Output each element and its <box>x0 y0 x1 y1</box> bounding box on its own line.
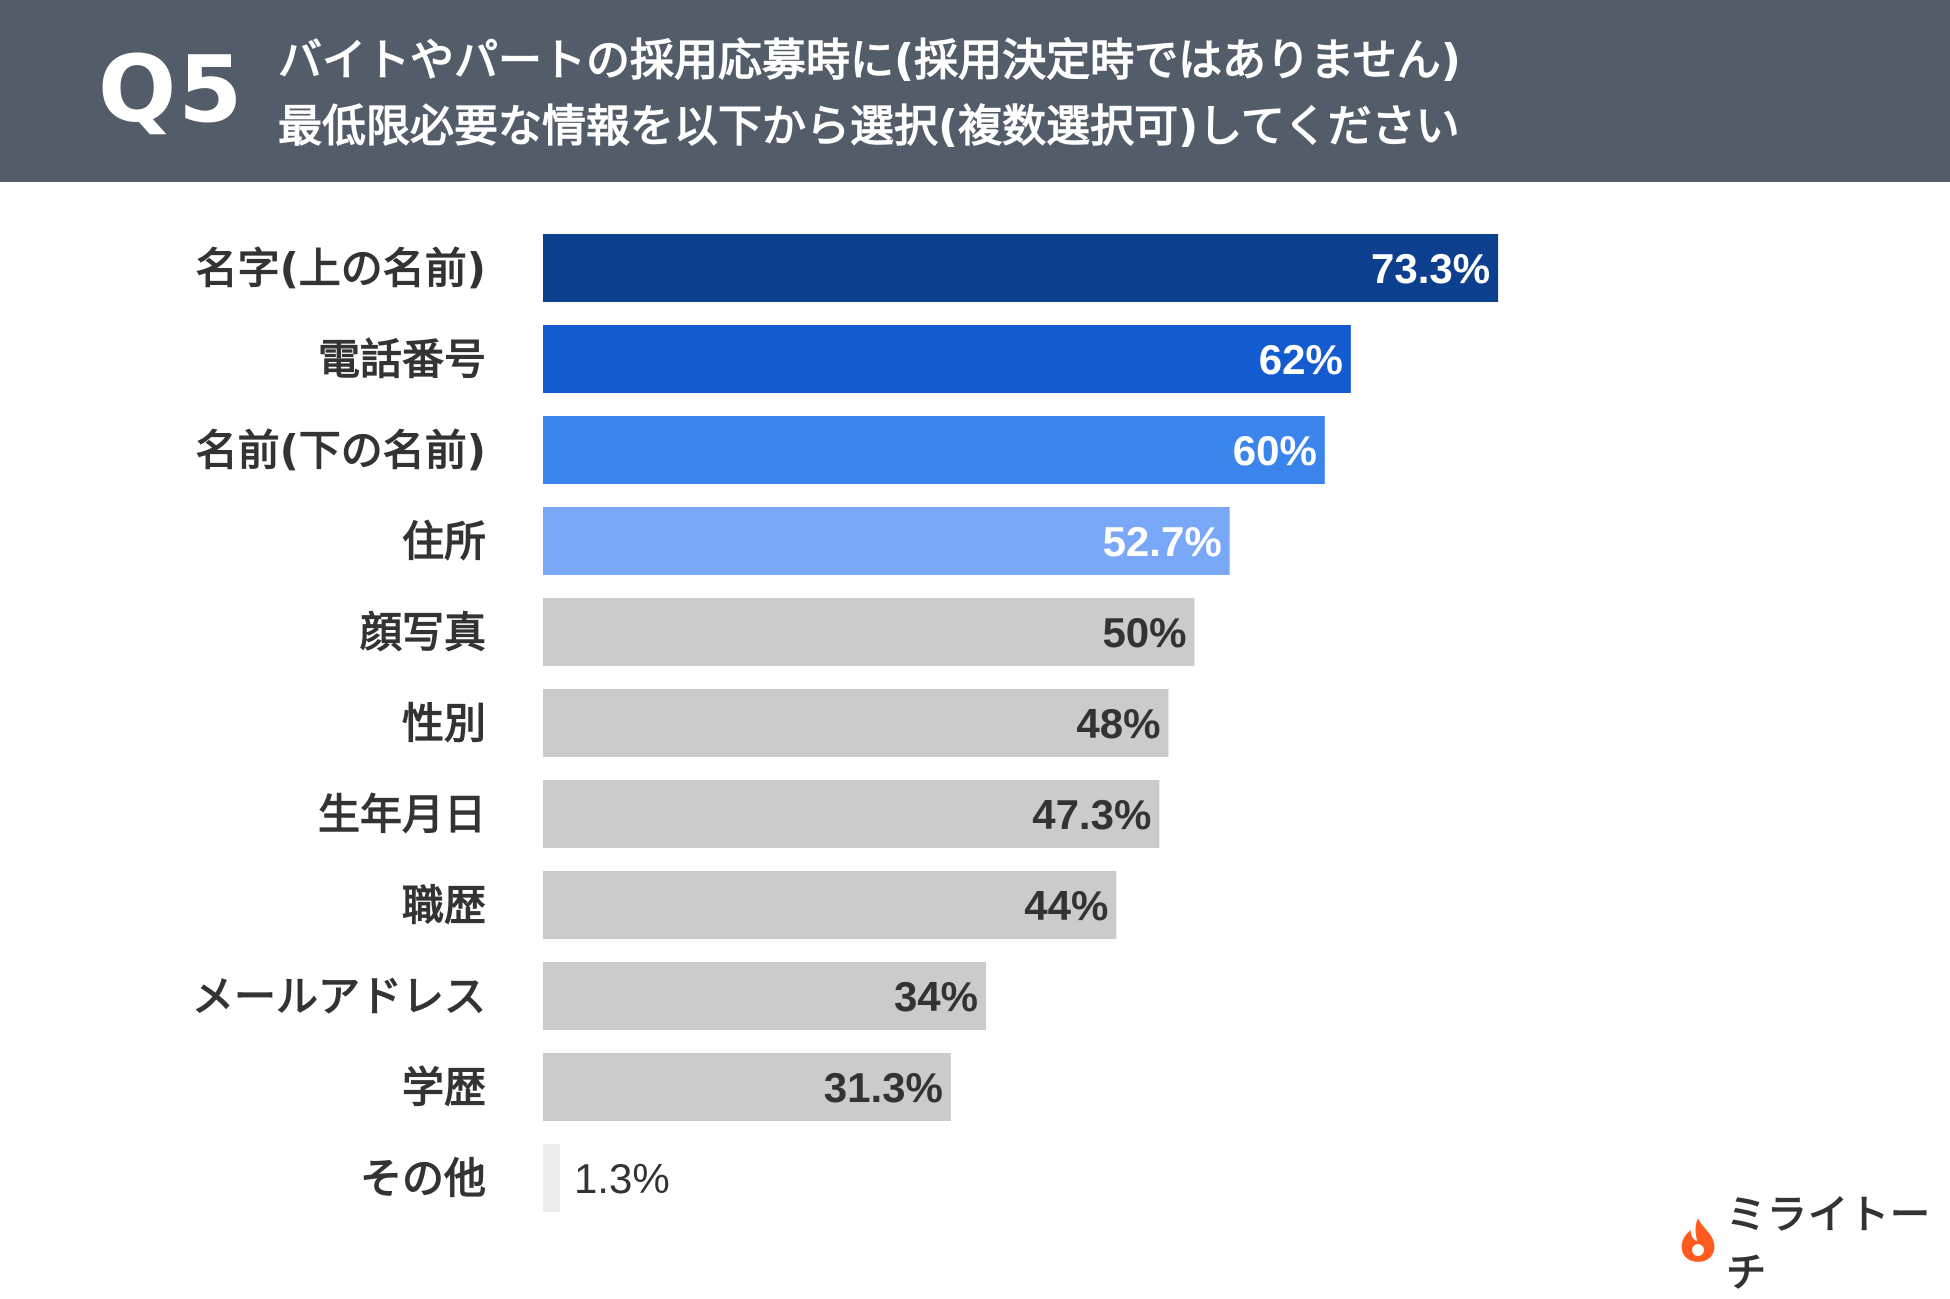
bar-9 <box>543 962 987 1030</box>
value-label-7: 47.3% <box>1032 791 1151 838</box>
bar-11 <box>543 1144 560 1212</box>
bar-6 <box>543 689 1169 757</box>
question-header: Q5 バイトやパートの採用応募時に(採用決定時ではありません) 最低限必要な情報… <box>0 0 1950 182</box>
value-label-9: 34% <box>894 973 978 1020</box>
question-line-1: バイトやパートの採用応募時に(採用決定時ではありません) <box>278 35 1461 86</box>
question-line-2: 最低限必要な情報を以下から選択(複数選択可)してください <box>278 101 1460 152</box>
value-label-8: 44% <box>1024 882 1108 929</box>
bar-8 <box>543 871 1117 939</box>
category-label-1: 名字(上の名前) <box>196 244 486 293</box>
value-label-2: 62% <box>1259 336 1343 383</box>
bar-10 <box>543 1053 951 1121</box>
category-label-2: 電話番号 <box>318 335 486 384</box>
bar-5 <box>543 598 1195 666</box>
bar-1 <box>543 234 1499 302</box>
bar-2 <box>543 325 1351 393</box>
bar-3 <box>543 416 1325 484</box>
category-label-4: 住所 <box>402 517 486 566</box>
category-label-6: 性別 <box>402 699 486 748</box>
bar-4 <box>543 507 1230 575</box>
value-label-4: 52.7% <box>1103 518 1222 565</box>
category-label-8: 職歴 <box>402 881 486 930</box>
value-label-11: 1.3% <box>574 1155 670 1202</box>
category-label-9: メールアドレス <box>192 972 486 1021</box>
brand-name: ミライトーチ <box>1726 1192 1932 1296</box>
flame-icon <box>1681 1218 1715 1262</box>
category-label-5: 顔写真 <box>360 608 486 657</box>
value-label-3: 60% <box>1233 427 1317 474</box>
category-label-11: その他 <box>360 1154 486 1203</box>
question-text: バイトやパートの採用応募時に(採用決定時ではありません) 最低限必要な情報を以下… <box>278 28 1461 160</box>
category-label-7: 生年月日 <box>318 790 486 839</box>
value-label-10: 31.3% <box>824 1064 943 1111</box>
question-number: Q5 <box>98 36 245 143</box>
bar-7 <box>543 780 1160 848</box>
value-label-1: 73.3% <box>1371 245 1490 292</box>
category-label-10: 学歴 <box>402 1063 486 1112</box>
value-label-5: 50% <box>1102 609 1186 656</box>
bar-chart: 名字(上の名前) 73.3% 電話番号 62% 名前(下の名前) 60% 住所 52.7% 顔写… <box>192 234 1499 1212</box>
category-label-3: 名前(下の名前) <box>196 426 486 475</box>
brand-logo: ミライトーチ <box>1678 1192 1950 1296</box>
value-label-6: 48% <box>1076 700 1160 747</box>
